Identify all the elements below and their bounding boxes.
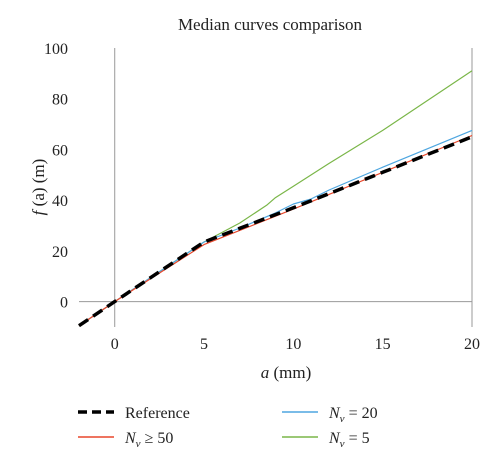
y-tick-label: 0 bbox=[60, 295, 68, 312]
y-tick-label: 100 bbox=[44, 41, 68, 58]
x-tick-label: 5 bbox=[200, 336, 208, 353]
chart-title: Median curves comparison bbox=[178, 15, 363, 34]
legend-label-1: Nv ≥ 50 bbox=[124, 430, 173, 450]
x-tick-label: 0 bbox=[111, 336, 119, 353]
tick-labels: 0 20 40 60 80 100 0 5 10 15 20 bbox=[44, 41, 480, 353]
legend-label-0: Reference bbox=[125, 405, 190, 422]
series-line-1 bbox=[78, 134, 473, 327]
x-tick-label: 10 bbox=[285, 336, 301, 353]
y-tick-label: 20 bbox=[52, 244, 68, 261]
axes bbox=[79, 48, 473, 327]
x-tick-label: 20 bbox=[464, 336, 480, 353]
series-line-2 bbox=[78, 129, 473, 327]
legend: Reference Nv = 20 Nv ≥ 50 Nv = 5 bbox=[78, 405, 378, 450]
series-line-0 bbox=[78, 135, 473, 328]
y-tick-label: 80 bbox=[52, 92, 68, 109]
x-tick-label: 15 bbox=[375, 336, 391, 353]
series-layer bbox=[78, 70, 473, 328]
y-axis-label: f (a) (m) bbox=[29, 159, 48, 216]
y-tick-label: 40 bbox=[52, 193, 68, 210]
y-tick-label: 60 bbox=[52, 142, 68, 159]
x-axis-label: a (mm) bbox=[261, 363, 312, 382]
legend-label-2: Nv = 20 bbox=[328, 405, 378, 425]
legend-label-3: Nv = 5 bbox=[328, 430, 370, 450]
